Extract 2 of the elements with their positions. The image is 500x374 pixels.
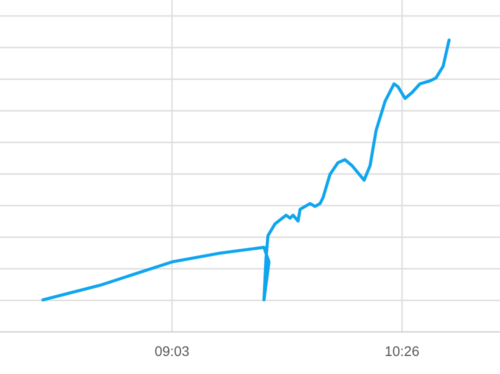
x-tick-label: 09:03 xyxy=(155,346,189,356)
x-tick-label: 10:26 xyxy=(386,346,419,356)
